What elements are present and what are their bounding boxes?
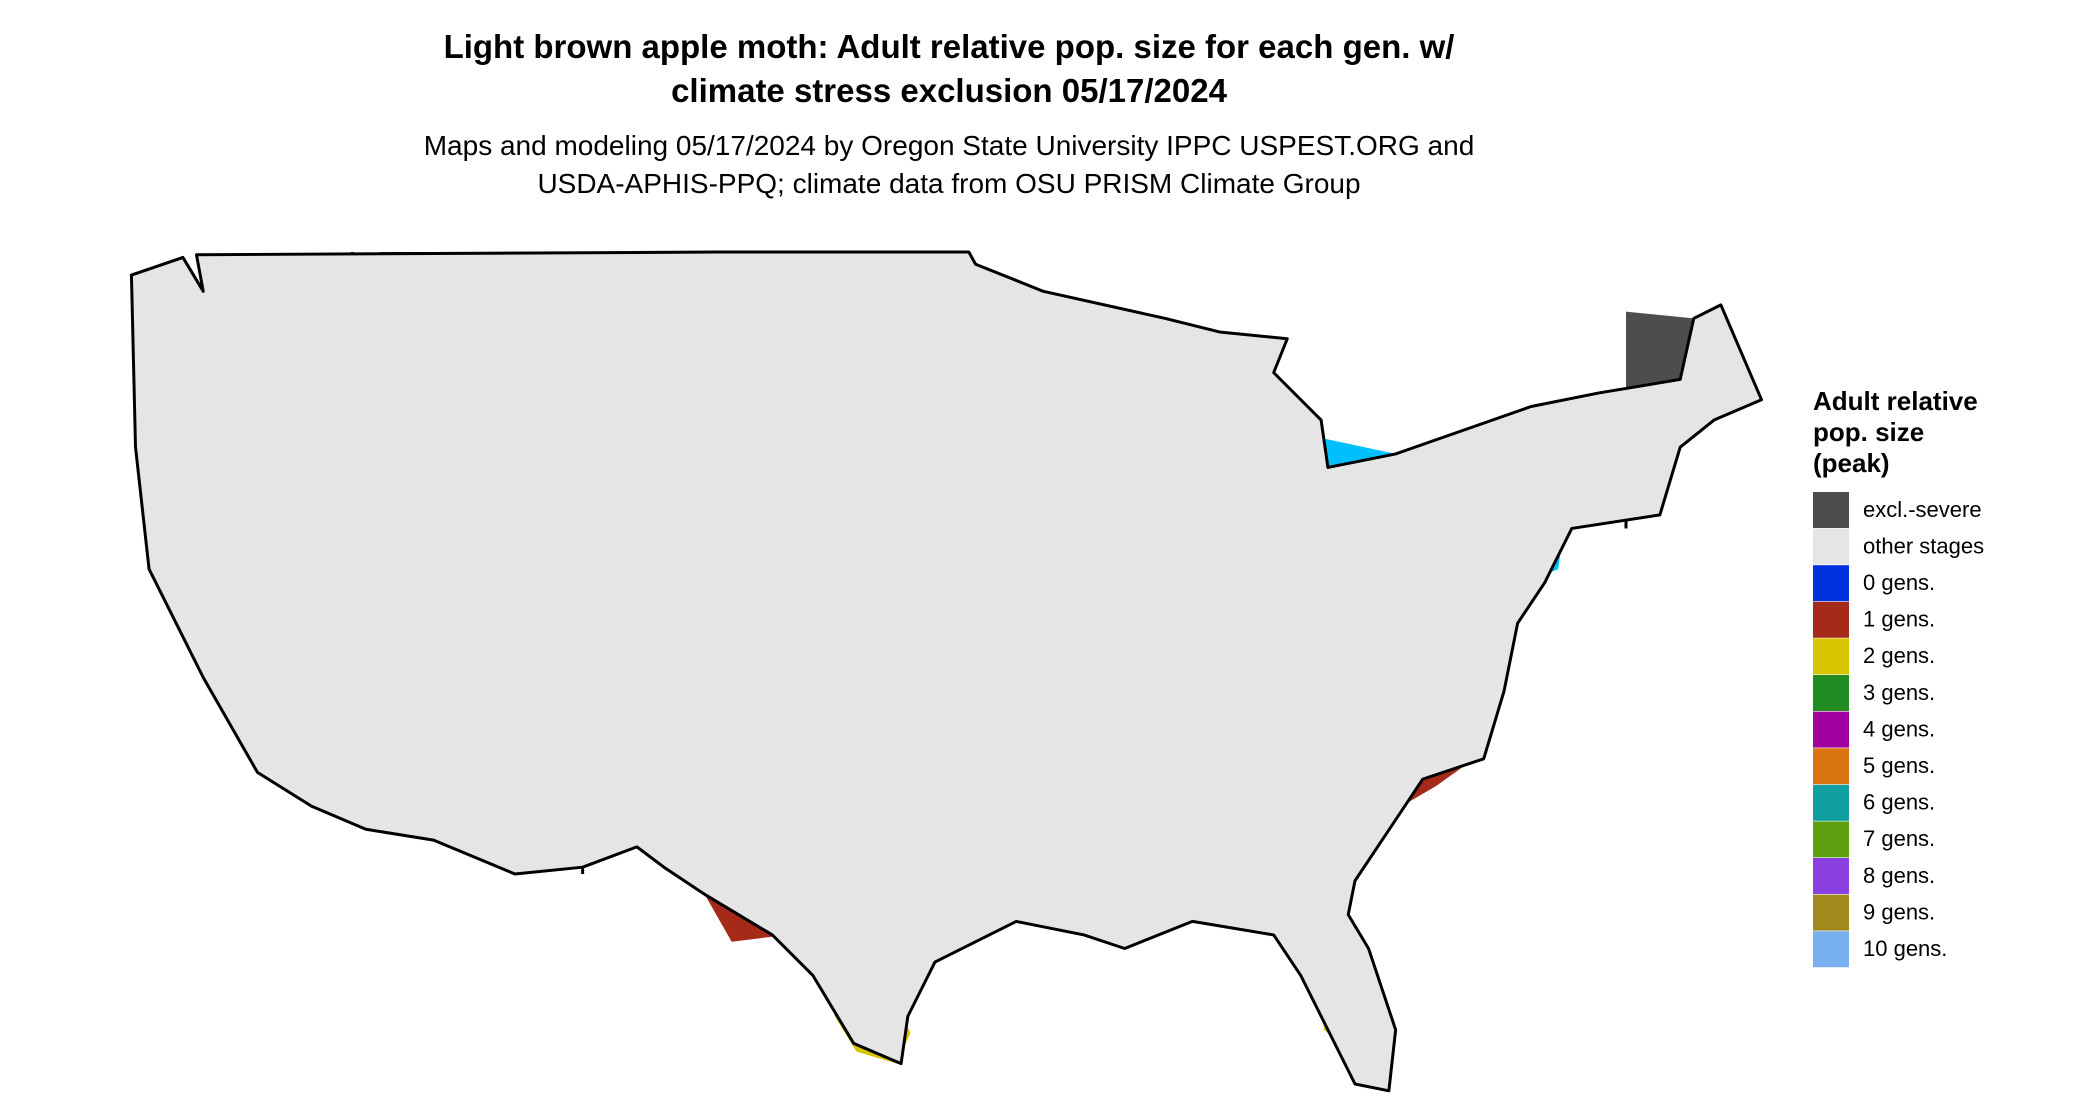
legend-swatch xyxy=(1813,858,1849,894)
title-line: climate stress exclusion 05/17/2024 xyxy=(671,72,1228,109)
legend-swatch xyxy=(1813,711,1849,748)
legend-swatch xyxy=(1813,638,1849,675)
legend: Adult relative pop. size (peak) excl.-se… xyxy=(1813,386,1984,968)
legend-swatch xyxy=(1813,894,1849,931)
legend-label: 6 gens. xyxy=(1863,790,1935,815)
legend-swatch xyxy=(1813,492,1849,528)
legend-swatch xyxy=(1813,601,1849,638)
subtitle-line: USDA-APHIS-PPQ; climate data from OSU PR… xyxy=(537,168,1360,199)
legend-label: 8 gens. xyxy=(1863,863,1935,888)
legend-label: 7 gens. xyxy=(1863,826,1935,851)
legend-label: 0 gens. xyxy=(1863,570,1935,595)
legend-label: excl.-severe xyxy=(1863,497,1982,522)
legend-swatch xyxy=(1813,675,1849,711)
legend-swatch xyxy=(1813,784,1849,821)
legend-label: 9 gens. xyxy=(1863,899,1935,924)
legend-title: pop. size xyxy=(1813,417,1924,447)
legend-swatch xyxy=(1813,931,1849,968)
legend-label: 2 gens. xyxy=(1863,643,1935,668)
us-map xyxy=(129,250,1763,1093)
title-line: Light brown apple moth: Adult relative p… xyxy=(444,28,1455,65)
legend-label: other stages xyxy=(1863,533,1984,558)
legend-swatch xyxy=(1813,821,1849,858)
legend-label: 1 gens. xyxy=(1863,607,1935,632)
legend-label: 5 gens. xyxy=(1863,753,1935,778)
legend-swatch xyxy=(1813,528,1849,565)
legend-label: 4 gens. xyxy=(1863,716,1935,741)
legend-title: Adult relative xyxy=(1813,386,1978,416)
legend-label: 10 gens. xyxy=(1863,936,1947,961)
legend-label: 3 gens. xyxy=(1863,680,1935,705)
subtitle-line: Maps and modeling 05/17/2024 by Oregon S… xyxy=(424,130,1475,161)
legend-swatch xyxy=(1813,748,1849,785)
legend-swatch xyxy=(1813,565,1849,602)
legend-title: (peak) xyxy=(1813,448,1890,478)
